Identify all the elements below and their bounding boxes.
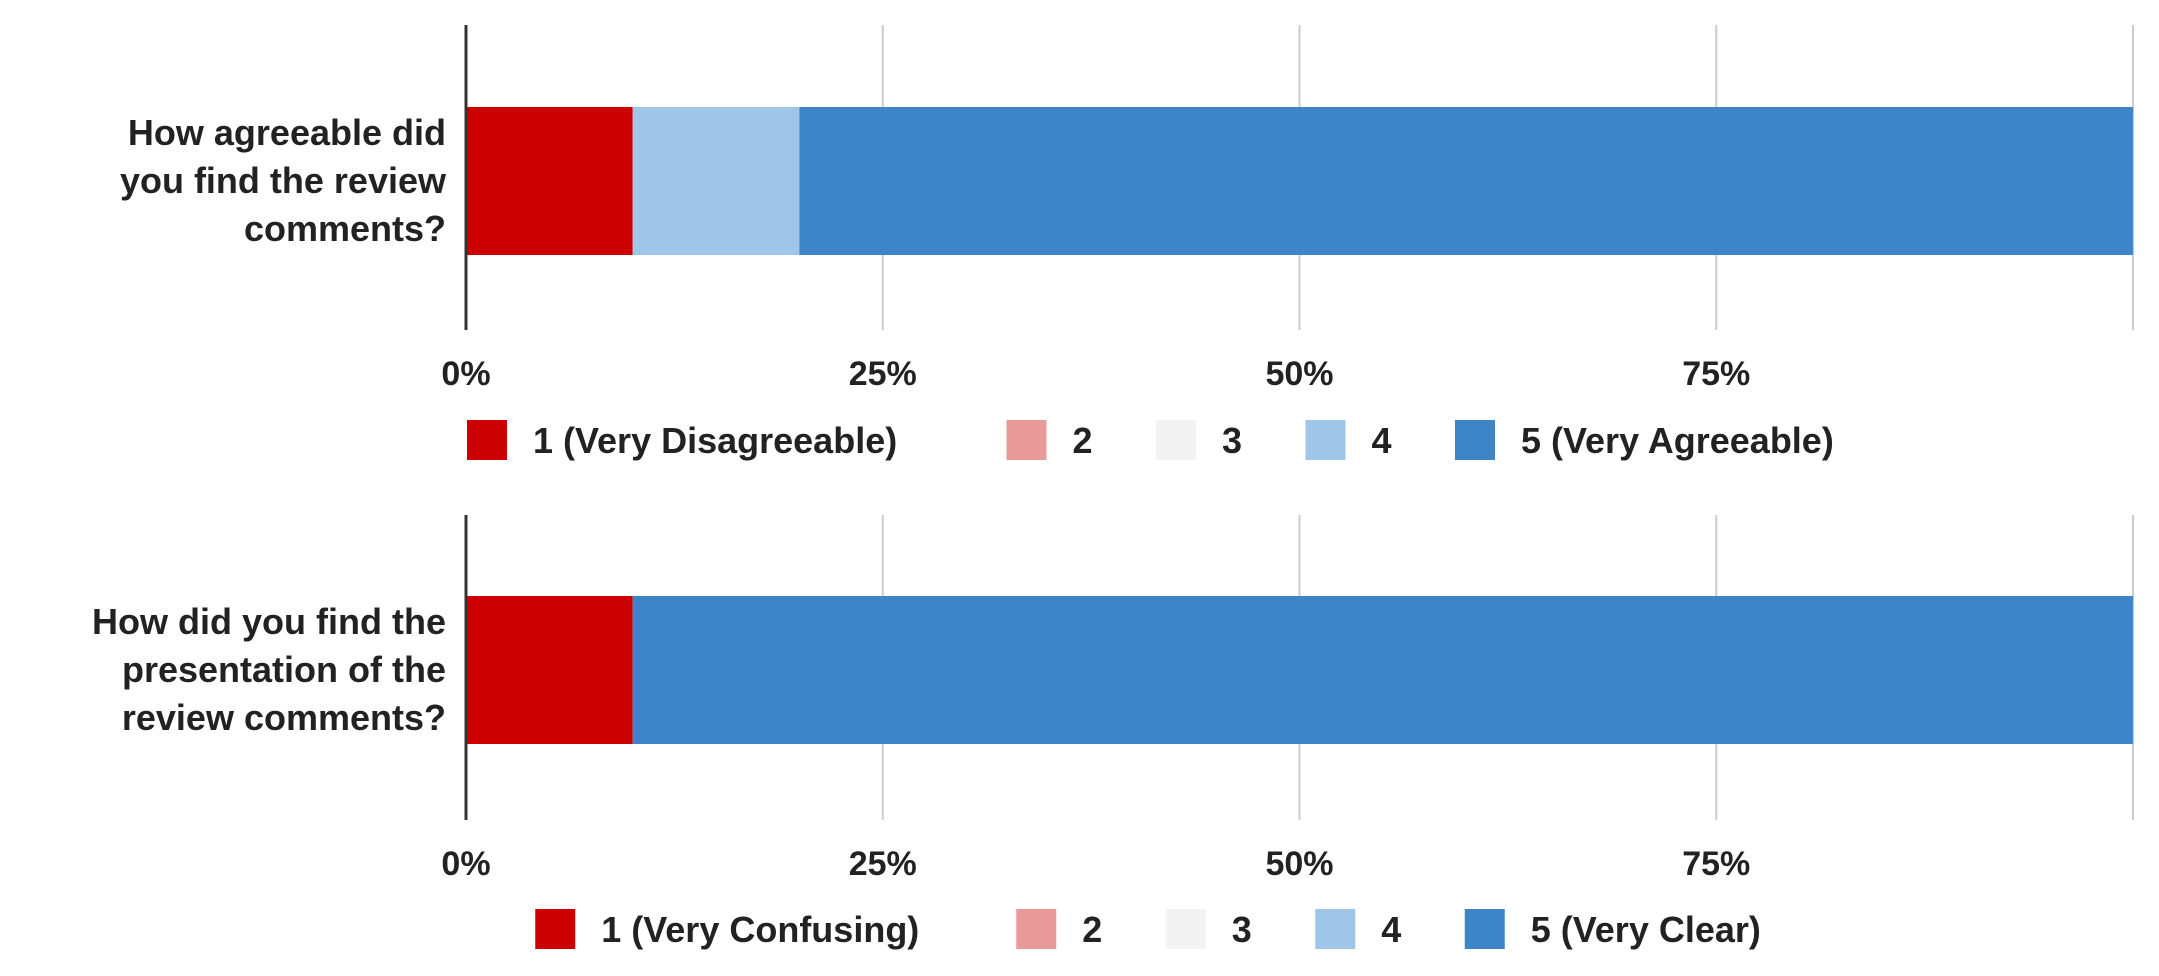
chart-panel-2: How did you find the presentation of the r… (92, 515, 2134, 950)
x-tick-label: 25% (849, 355, 917, 393)
legend-label: 2 (1073, 420, 1093, 461)
legend-label: 4 (1372, 420, 1392, 461)
x-tick-label: 50% (1265, 845, 1333, 883)
legend-swatch (1315, 909, 1356, 949)
legend-item: 3 (1156, 420, 1242, 461)
category-label: How did you find the presentation of the r… (92, 601, 446, 738)
legend-swatch (1455, 420, 1495, 460)
legend-label: 4 (1381, 909, 1401, 950)
bar-segment-1 (466, 596, 633, 744)
category-label: How agreeable did you find the review comm… (120, 112, 447, 249)
bar-segment-1 (466, 107, 633, 255)
legend-item: 4 (1315, 909, 1401, 950)
legend: 1 (Very Confusing) 2 3 4 5 (Very Clear) (535, 909, 1761, 950)
legend-label: 3 (1232, 909, 1252, 950)
legend-swatch (1464, 909, 1505, 949)
bar-segment-5 (799, 107, 2133, 255)
legend-label: 5 (Very Agreeable) (1521, 420, 1834, 461)
legend-swatch (1165, 909, 1206, 949)
category-label-line: How did you find the (92, 601, 446, 642)
legend-item: 2 (1016, 909, 1102, 950)
legend-item: 1 (Very Disagreeable) (467, 420, 897, 461)
legend-swatch (1156, 420, 1196, 460)
legend-item: 4 (1305, 420, 1392, 461)
bar-segment-4 (632, 107, 800, 255)
legend-swatch (1006, 420, 1047, 460)
x-tick-label: 75% (1682, 355, 1750, 393)
legend: 1 (Very Disagreeable) 2 3 4 5 (Very Agreeabl… (467, 420, 1834, 461)
legend-label: 1 (Very Disagreeable) (533, 420, 897, 461)
legend-swatch (1016, 909, 1057, 949)
legend-label: 5 (Very Clear) (1531, 909, 1761, 950)
legend-label: 3 (1222, 420, 1242, 461)
legend-label: 1 (Very Confusing) (601, 909, 919, 950)
x-tick-label: 0% (441, 845, 490, 883)
category-label-line: review comments? (122, 697, 446, 738)
category-label-line: presentation of the (122, 649, 446, 690)
x-tick-label: 75% (1682, 845, 1750, 883)
legend-item: 2 (1006, 420, 1093, 461)
category-label-line: you find the review (120, 160, 447, 201)
x-tick-label: 0% (441, 355, 490, 393)
category-label-line: How agreeable did (128, 112, 446, 153)
legend-swatch (1305, 420, 1346, 460)
legend-item: 3 (1165, 909, 1252, 950)
bar-segment-5 (632, 596, 2134, 744)
legend-item: 5 (Very Clear) (1464, 909, 1761, 950)
legend-item: 5 (Very Agreeable) (1455, 420, 1834, 461)
category-label-line: comments? (244, 208, 446, 249)
x-tick-label: 50% (1265, 355, 1333, 393)
legend-label: 2 (1082, 909, 1102, 950)
legend-swatch (535, 909, 576, 949)
legend-swatch (467, 420, 507, 460)
x-tick-label: 25% (849, 845, 917, 883)
chart-panel-1: How agreeable did you find the review comm… (120, 25, 2134, 461)
legend-item: 1 (Very Confusing) (535, 909, 919, 950)
